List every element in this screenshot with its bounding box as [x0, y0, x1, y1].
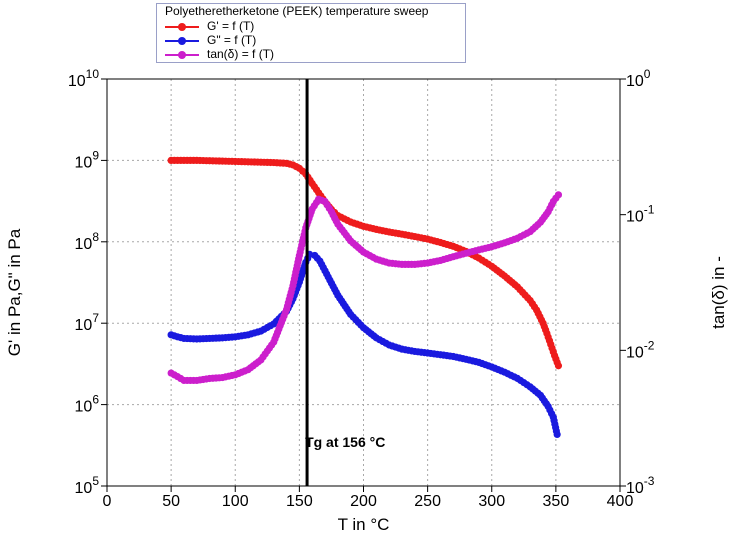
x-tick-label: 150 [286, 493, 313, 510]
y-left-tick-label: 106 [75, 393, 100, 416]
x-tick-label: 400 [607, 493, 634, 510]
legend-label-tandelta: tan(δ) = f (T) [207, 47, 275, 61]
x-tick-label: 0 [103, 493, 112, 510]
legend-title: Polyetheretherketone (PEEK) temperature … [165, 4, 429, 18]
series-1 [167, 250, 561, 439]
x-tick-label: 200 [350, 493, 377, 510]
y-left-tick-label: 108 [75, 230, 100, 253]
legend: Polyetheretherketone (PEEK) temperature … [156, 3, 466, 63]
y-right-tick-label: 10-2 [626, 338, 655, 361]
x-tick-label: 100 [222, 493, 249, 510]
x-tick-label: 300 [478, 493, 505, 510]
y-left-tick-label: 1010 [68, 67, 99, 90]
legend-marker-gdoubleprime [178, 37, 186, 45]
x-tick-label: 250 [414, 493, 441, 510]
tg-annotation: Tg at 156 °C [305, 434, 385, 450]
series-2 [167, 191, 563, 385]
legend-marker-gprime [178, 23, 186, 31]
y-left-tick-label: 109 [75, 148, 100, 171]
data-point [554, 191, 563, 199]
y-left-axis-ticks: 105 106 107 108 109 1010 [68, 67, 107, 497]
y-right-tick-label: 10-3 [626, 474, 655, 497]
y-left-tick-label: 107 [75, 311, 100, 334]
x-tick-label: 350 [543, 493, 570, 510]
legend-label-gprime: G' = f (T) [207, 19, 255, 33]
legend-marker-tandelta [178, 51, 186, 59]
data-point [554, 362, 563, 370]
x-tick-label: 50 [162, 493, 180, 510]
legend-item-gdoubleprime: G" = f (T) [165, 33, 455, 48]
y-left-tick-label: 105 [75, 474, 100, 497]
y-left-axis-label: G' in Pa,G" in Pa [5, 228, 24, 356]
y-right-tick-label: 10-1 [626, 203, 655, 226]
series-layer [167, 156, 563, 439]
grid-lines [107, 79, 620, 486]
legend-label-gdoubleprime: G" = f (T) [207, 33, 257, 47]
series-0 [167, 156, 563, 370]
x-axis-ticks: 0 50 100 150 200 250 300 350 400 [103, 486, 634, 510]
data-point [553, 430, 561, 439]
x-axis-label: T in °C [338, 515, 390, 534]
y-right-axis-label: tan(δ) in - [709, 256, 728, 329]
y-right-axis-ticks: 10-3 10-2 10-1 100 [620, 67, 655, 497]
legend-item-tandelta: tan(δ) = f (T) [165, 47, 455, 62]
y-right-tick-label: 100 [626, 67, 651, 90]
legend-item-gprime: G' = f (T) [165, 19, 455, 34]
